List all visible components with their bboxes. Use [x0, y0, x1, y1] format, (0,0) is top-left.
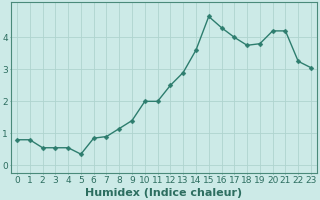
- X-axis label: Humidex (Indice chaleur): Humidex (Indice chaleur): [85, 188, 243, 198]
